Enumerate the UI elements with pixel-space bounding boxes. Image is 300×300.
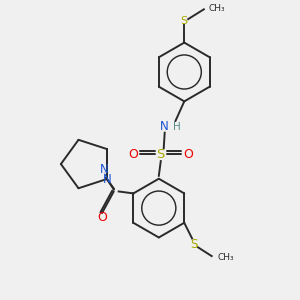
Text: S: S (190, 238, 198, 251)
Text: H: H (172, 122, 180, 132)
Text: CH₃: CH₃ (209, 4, 225, 13)
Text: CH₃: CH₃ (218, 253, 234, 262)
Text: O: O (97, 212, 107, 224)
Text: N: N (103, 172, 111, 185)
Text: O: O (128, 148, 138, 161)
Text: S: S (157, 148, 165, 161)
Text: O: O (183, 148, 193, 161)
Text: N: N (160, 120, 169, 133)
Text: N: N (100, 164, 108, 176)
Text: S: S (181, 16, 188, 26)
